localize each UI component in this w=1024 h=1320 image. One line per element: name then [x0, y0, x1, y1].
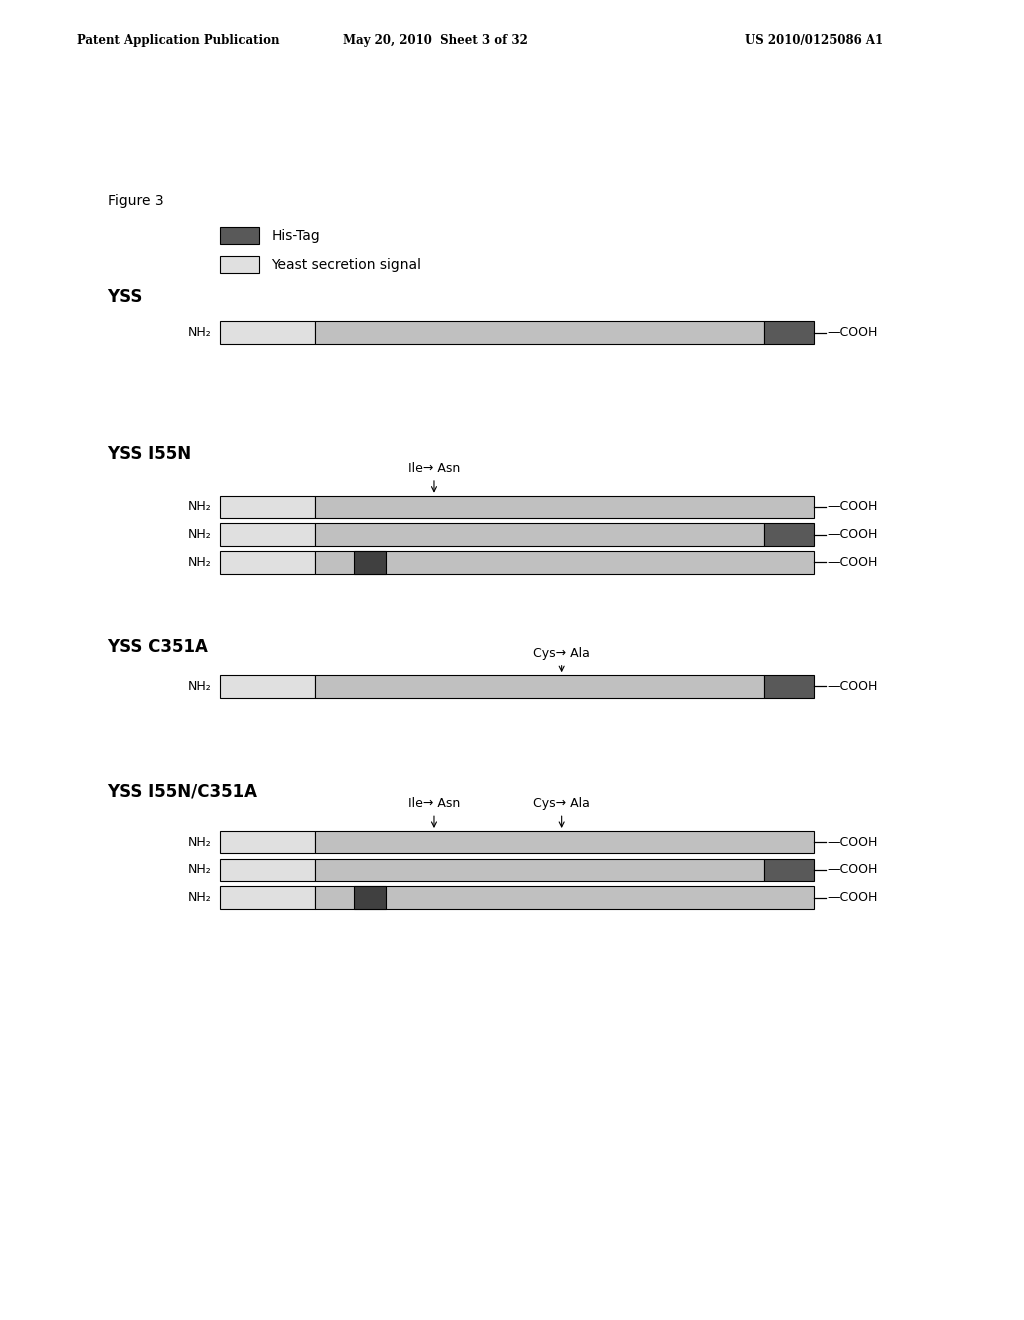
Text: NH₂: NH₂: [188, 528, 212, 541]
Bar: [764, 675, 814, 697]
Text: NH₂: NH₂: [188, 680, 212, 693]
Text: Ile→ Asn: Ile→ Asn: [408, 462, 460, 491]
Text: YSS C351A: YSS C351A: [108, 638, 209, 656]
Bar: [220, 552, 315, 573]
Bar: [220, 227, 259, 244]
Text: —COOH: —COOH: [827, 863, 878, 876]
Text: Yeast secretion signal: Yeast secretion signal: [271, 257, 421, 272]
Text: Cys→ Ala: Cys→ Ala: [534, 797, 590, 826]
Text: May 20, 2010  Sheet 3 of 32: May 20, 2010 Sheet 3 of 32: [343, 34, 527, 48]
Text: Patent Application Publication: Patent Application Publication: [77, 34, 280, 48]
Text: YSS: YSS: [108, 288, 143, 306]
Text: US 2010/0125086 A1: US 2010/0125086 A1: [745, 34, 883, 48]
Bar: [764, 523, 814, 546]
Text: Ile→ Asn: Ile→ Asn: [408, 797, 460, 826]
Text: YSS I55N/C351A: YSS I55N/C351A: [108, 783, 257, 801]
Text: —COOH: —COOH: [827, 528, 878, 541]
Text: Cys→ Ala: Cys→ Ala: [534, 647, 590, 671]
Text: —COOH: —COOH: [827, 680, 878, 693]
Bar: [315, 552, 814, 573]
Text: —COOH: —COOH: [827, 836, 878, 849]
Bar: [764, 858, 814, 882]
Text: NH₂: NH₂: [188, 863, 212, 876]
Bar: [315, 495, 814, 517]
Text: NH₂: NH₂: [188, 891, 212, 904]
Bar: [764, 321, 814, 343]
Bar: [315, 832, 814, 854]
Bar: [220, 256, 259, 273]
Text: —COOH: —COOH: [827, 891, 878, 904]
Bar: [315, 675, 764, 697]
Bar: [220, 887, 315, 908]
Bar: [220, 321, 315, 343]
Bar: [315, 887, 814, 908]
Text: NH₂: NH₂: [188, 326, 212, 339]
Bar: [220, 675, 315, 697]
Text: Figure 3: Figure 3: [108, 194, 163, 207]
Bar: [315, 858, 764, 882]
Text: —COOH: —COOH: [827, 500, 878, 513]
Bar: [315, 523, 764, 546]
Bar: [354, 887, 386, 908]
Text: His-Tag: His-Tag: [271, 228, 321, 243]
Text: NH₂: NH₂: [188, 556, 212, 569]
Bar: [220, 832, 315, 854]
Bar: [220, 495, 315, 517]
Bar: [354, 552, 386, 573]
Bar: [220, 523, 315, 546]
Text: NH₂: NH₂: [188, 836, 212, 849]
Bar: [315, 321, 764, 343]
Text: —COOH: —COOH: [827, 326, 878, 339]
Text: NH₂: NH₂: [188, 500, 212, 513]
Text: YSS I55N: YSS I55N: [108, 445, 191, 463]
Bar: [220, 858, 315, 882]
Text: —COOH: —COOH: [827, 556, 878, 569]
